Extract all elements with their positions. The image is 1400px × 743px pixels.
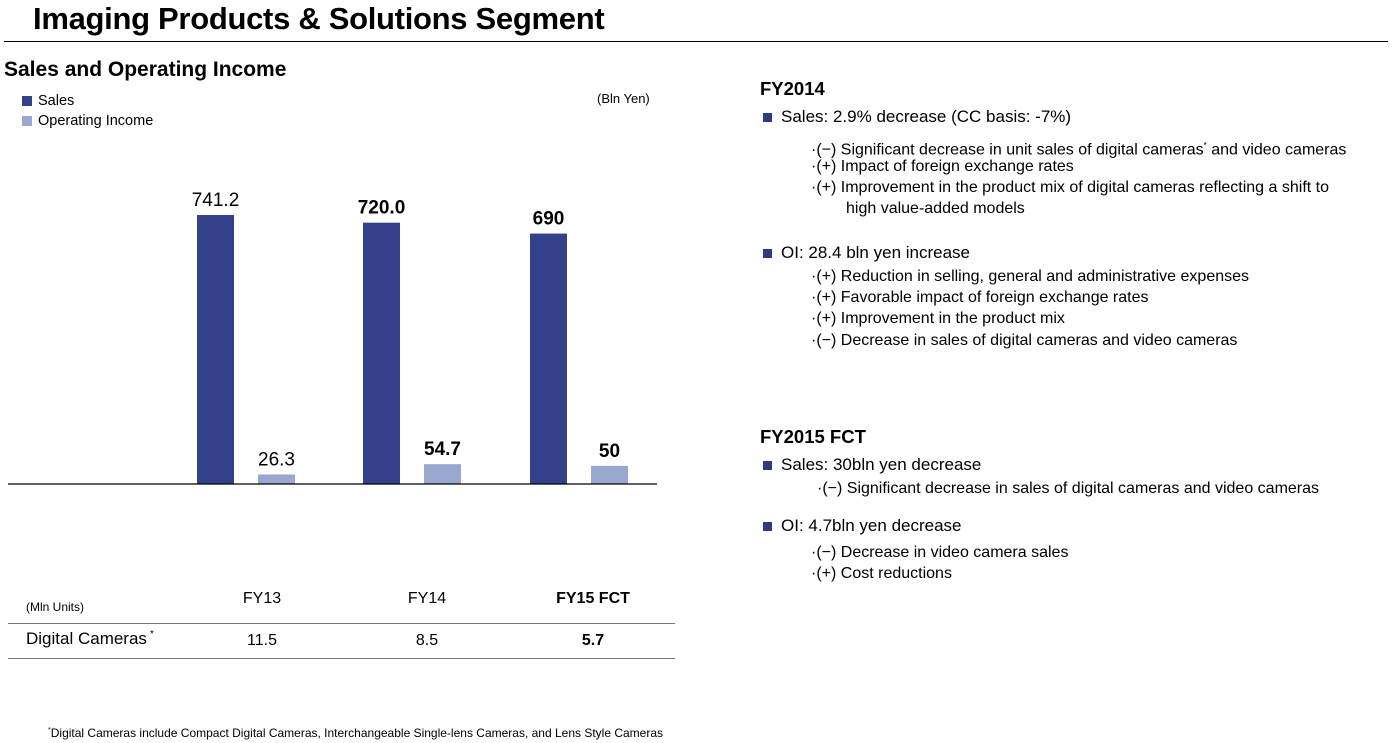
bullet-square-icon: [763, 112, 772, 122]
footnote-mark: *: [48, 727, 51, 734]
table-unit: (Mln Units): [26, 600, 85, 614]
table-header-fy15: FY15 FCT: [556, 590, 630, 607]
fy2015-oi-item-1: ·(−) Decrease in video camera sales: [811, 544, 1069, 561]
legend-operating-income: Operating Income: [22, 113, 153, 129]
bullet-square-icon: [763, 248, 772, 258]
footnote: *Digital Cameras include Compact Digital…: [48, 726, 663, 740]
fy2014-sales-item-3-cont: high value-added models: [846, 200, 1025, 217]
oi-bar-fy15-fct: [591, 465, 628, 484]
oi-value-label-fy14: 54.7: [424, 439, 461, 460]
fy2015-oi-item-2: ·(+) Cost reductions: [811, 565, 952, 582]
table-cell-fy13: 11.5: [247, 632, 277, 649]
fy2014-oi-text: OI: 28.4 bln yen increase: [781, 243, 971, 262]
fy2014-heading: FY2014: [760, 78, 825, 99]
table-bottom-rule: [8, 658, 675, 659]
bullet-square-icon: [763, 521, 772, 531]
oi-value-label-fy15-fct: 50: [599, 441, 620, 462]
fy2014-oi-bullet: OI: 28.4 bln yen increase: [760, 243, 970, 263]
table-row-footnote-mark: *: [149, 629, 154, 641]
oi-bar-fy13: [258, 474, 295, 484]
table-cell-fy14: 8.5: [415, 632, 439, 649]
fy2015-heading: FY2015 FCT: [760, 426, 866, 447]
sales-bar-fy13: [197, 215, 234, 484]
sales-value-label-fy14: 720.0: [358, 198, 406, 219]
fy2014-sales-bullet: Sales: 2.9% decrease (CC basis: -7%): [760, 107, 1071, 127]
fy2014-oi-item-2: ·(+) Favorable impact of foreign exchang…: [811, 289, 1149, 306]
table-row-label: Digital Cameras *: [26, 629, 154, 649]
title-divider: [4, 41, 1388, 42]
table-header-fy14: FY14: [407, 590, 447, 607]
bar-chart: 741.2 26.3 720.0 54.7 690 50: [8, 190, 657, 485]
legend-sales: Sales: [22, 93, 74, 109]
table-cell-fy15: 5.7: [581, 632, 605, 649]
oi-value-label-fy13: 26.3: [258, 449, 295, 470]
fy2014-sales-item-1: ·(−) Significant decrease in unit sales …: [811, 135, 1346, 160]
fy2015-sales-item-1: ·(−) Significant decrease in sales of di…: [817, 480, 1320, 497]
fy2014-oi-item-4: ·(−) Decrease in sales of digital camera…: [811, 332, 1238, 349]
chart-unit: (Bln Yen): [597, 91, 650, 106]
sales-value-label-fy13: 741.2: [192, 190, 240, 211]
fy2014-sales-item-1-mark: *: [1203, 141, 1207, 150]
table-top-rule: [8, 623, 675, 624]
legend-oi-swatch: [22, 116, 32, 126]
chart-subtitle: Sales and Operating Income: [4, 58, 287, 81]
sales-bar-fy14: [363, 222, 400, 484]
legend-sales-label: Sales: [38, 93, 75, 109]
oi-bar-fy14: [424, 464, 461, 484]
fy2015-oi-bullet: OI: 4.7bln yen decrease: [760, 516, 962, 536]
sales-bar-fy15-fct: [530, 233, 567, 484]
fy2014-sales-item-3: ·(+) Improvement in the product mix of d…: [811, 179, 1329, 196]
bullet-square-icon: [763, 460, 772, 470]
legend-oi-label: Operating Income: [38, 113, 154, 129]
legend-sales-swatch: [22, 96, 32, 106]
fy2014-oi-item-1: ·(+) Reduction in selling, general and a…: [811, 268, 1250, 285]
table-row-label-text: Digital Cameras: [26, 629, 147, 648]
fy2014-sales-item-2: ·(+) Impact of foreign exchange rates: [811, 158, 1074, 175]
page-title: Imaging Products & Solutions Segment: [33, 1, 605, 36]
footnote-text: Digital Cameras include Compact Digital …: [50, 726, 664, 740]
fy2015-sales-text: Sales: 30bln yen decrease: [781, 455, 982, 474]
fy2014-sales-item-1-text: ·(−) Significant decrease in unit sales …: [811, 141, 1204, 159]
sales-value-label-fy15-fct: 690: [533, 209, 565, 230]
fy2015-sales-bullet: Sales: 30bln yen decrease: [760, 455, 981, 475]
fy2014-sales-text: Sales: 2.9% decrease (CC basis: -7%): [781, 107, 1072, 126]
fy2014-sales-item-1-tail: and video cameras: [1206, 141, 1347, 159]
fy2015-oi-text: OI: 4.7bln yen decrease: [781, 516, 962, 535]
fy2014-oi-item-3: ·(+) Improvement in the product mix: [811, 310, 1065, 327]
table-header-fy13: FY13: [242, 590, 282, 607]
